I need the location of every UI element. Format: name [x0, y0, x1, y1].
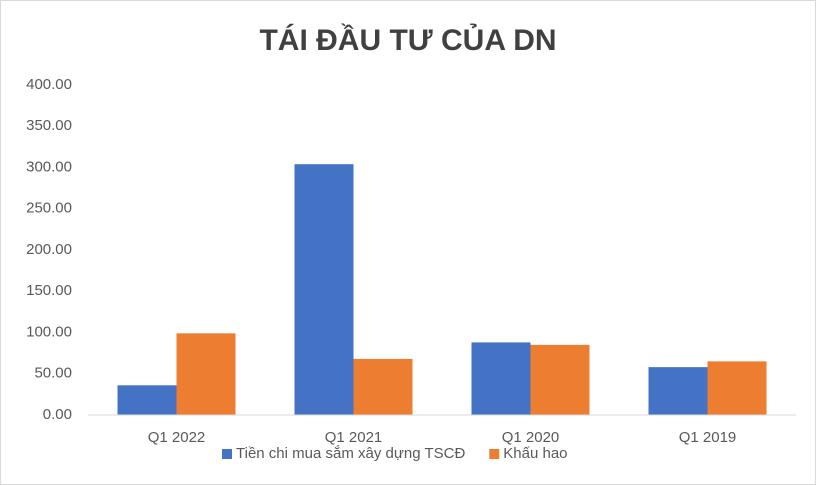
bar: [176, 333, 236, 415]
y-tick-label: 200.00: [26, 241, 72, 258]
x-tick-label: Q1 2020: [502, 429, 560, 446]
legend-label: Tiền chi mua sắm xây dựng TSCĐ: [236, 445, 465, 462]
legend-swatch: [489, 449, 500, 459]
y-tick-label: 400.00: [26, 76, 72, 93]
chart-title: TÁI ĐẦU TƯ CỦA DN: [259, 23, 556, 57]
bar: [707, 361, 767, 415]
bar: [294, 164, 354, 415]
bar: [530, 344, 590, 415]
x-tick-label: Q1 2019: [679, 429, 737, 446]
legend-swatch: [222, 449, 232, 459]
y-tick-label: 50.00: [34, 365, 72, 382]
x-tick-label: Q1 2021: [325, 429, 383, 446]
y-tick-label: 0.00: [43, 406, 72, 423]
y-tick-label: 350.00: [26, 117, 72, 134]
bar: [353, 358, 413, 415]
y-tick-label: 300.00: [26, 158, 72, 175]
bar: [471, 342, 531, 415]
legend-label: Khấu hao: [503, 445, 567, 462]
x-tick-label: Q1 2022: [148, 429, 206, 446]
y-tick-label: 100.00: [26, 323, 72, 340]
bar: [117, 385, 177, 415]
y-tick-label: 150.00: [26, 282, 72, 299]
bar: [648, 367, 708, 415]
y-tick-label: 250.00: [26, 200, 72, 217]
